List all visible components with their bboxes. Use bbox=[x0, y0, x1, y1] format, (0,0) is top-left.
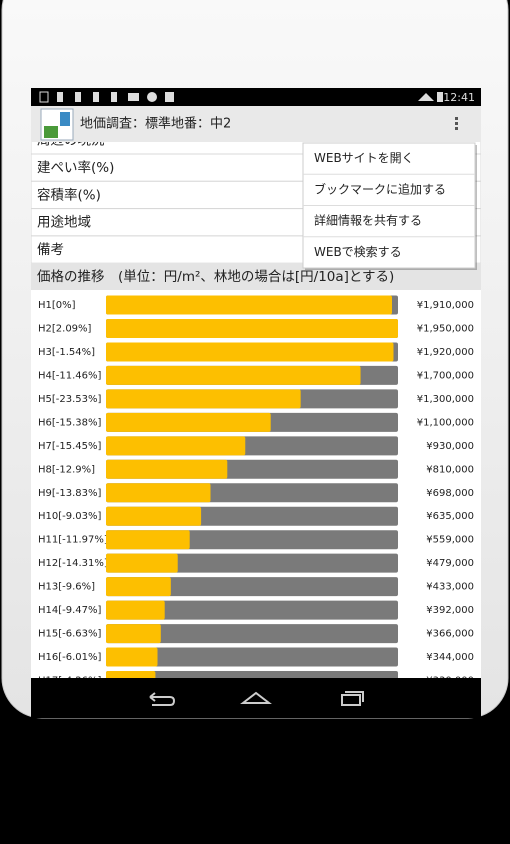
bar-track bbox=[106, 671, 398, 678]
value-label: ¥433,000 bbox=[426, 582, 474, 593]
bar bbox=[106, 671, 156, 678]
row-label: H14[-9.47%] bbox=[38, 605, 102, 616]
bar bbox=[106, 530, 190, 550]
action-bar bbox=[31, 106, 481, 142]
list-row-label: 容積率(%) bbox=[37, 186, 101, 203]
value-label: ¥366,000 bbox=[426, 629, 474, 640]
bar-track bbox=[106, 553, 398, 573]
row-label: H16[-6.01%] bbox=[38, 652, 102, 663]
value-label: ¥1,700,000 bbox=[417, 370, 474, 381]
row-label: H8[-12.9%] bbox=[38, 464, 95, 475]
row-label: H12[-14.31%] bbox=[38, 558, 108, 569]
bar bbox=[106, 600, 165, 620]
bar bbox=[106, 577, 171, 597]
row-label: H10[-9.03%] bbox=[38, 511, 102, 522]
list-row-label: 建ぺい率(%) bbox=[37, 159, 114, 176]
value-label: ¥1,100,000 bbox=[417, 417, 474, 428]
value-label: ¥479,000 bbox=[426, 558, 474, 569]
value-label: ¥635,000 bbox=[426, 511, 474, 522]
nav-bar bbox=[31, 678, 481, 718]
row-label: H2[2.09%] bbox=[38, 323, 92, 334]
bar-track bbox=[106, 577, 398, 597]
bar bbox=[106, 647, 158, 667]
list-row-label: 備考 bbox=[37, 242, 64, 258]
menu-item[interactable]: 詳細情報を共有する bbox=[314, 213, 422, 228]
home-button[interactable] bbox=[240, 691, 272, 704]
status-icons bbox=[39, 91, 443, 103]
value-label: ¥1,920,000 bbox=[417, 347, 474, 358]
value-label: ¥1,300,000 bbox=[417, 394, 474, 405]
overflow-menu-button[interactable] bbox=[455, 117, 458, 130]
value-label: ¥392,000 bbox=[426, 605, 474, 616]
bar bbox=[106, 318, 398, 338]
value-label: ¥559,000 bbox=[426, 535, 474, 546]
bar bbox=[106, 295, 393, 315]
value-label: ¥810,000 bbox=[426, 464, 474, 475]
clock: 12:41 bbox=[443, 91, 475, 104]
bar-track bbox=[106, 647, 398, 667]
back-button[interactable] bbox=[149, 692, 176, 706]
value-label: ¥330,000 bbox=[426, 676, 474, 687]
bar bbox=[106, 412, 271, 432]
menu-item[interactable]: WEBサイトを開く bbox=[314, 151, 414, 165]
section-header: 価格の推移 (単位：円/m²、林地の場合は[円/10a]とする) bbox=[37, 269, 394, 285]
bar bbox=[106, 365, 361, 385]
status-bar bbox=[31, 88, 481, 106]
menu-item[interactable]: ブックマークに追加する bbox=[314, 181, 446, 196]
row-label: H17[-4.26%] bbox=[38, 676, 102, 687]
bar bbox=[106, 342, 394, 362]
price-chart: H1[0%] ¥1,910,000 H2[2.09%] ¥1,950,000 H3[-1… bbox=[38, 295, 474, 687]
app-title: 地価調査：標準地番：中2 bbox=[80, 116, 231, 132]
row-label: H9[-13.83%] bbox=[38, 488, 102, 499]
list-row-label: 用途地域 bbox=[37, 214, 91, 231]
bar bbox=[106, 483, 211, 503]
row-label: H1[0%] bbox=[38, 300, 76, 311]
row-label: H15[-6.63%] bbox=[38, 629, 102, 640]
value-label: ¥698,000 bbox=[426, 488, 474, 499]
value-label: ¥1,910,000 bbox=[417, 300, 474, 311]
list-row-label: 周辺の現況 bbox=[37, 133, 105, 149]
menu-item[interactable]: WEBで検索する bbox=[314, 245, 402, 259]
value-label: ¥344,000 bbox=[426, 652, 474, 663]
app-icon[interactable] bbox=[40, 108, 74, 141]
row-label: H11[-11.97%] bbox=[38, 535, 108, 546]
bar bbox=[106, 506, 202, 526]
value-label: ¥930,000 bbox=[426, 441, 474, 452]
row-label: H4[-11.46%] bbox=[38, 370, 102, 381]
row-label: H6[-15.38%] bbox=[38, 417, 102, 428]
bar-track bbox=[106, 624, 398, 644]
recents-button[interactable] bbox=[341, 691, 364, 706]
bar bbox=[106, 459, 228, 479]
bar bbox=[106, 436, 246, 456]
row-label: H7[-15.45%] bbox=[38, 441, 102, 452]
value-label: ¥1,950,000 bbox=[417, 323, 474, 334]
bar bbox=[106, 624, 161, 644]
row-label: H5[-23.53%] bbox=[38, 394, 102, 405]
row-label: H3[-1.54%] bbox=[38, 347, 95, 358]
bar bbox=[106, 553, 178, 573]
bar bbox=[106, 389, 301, 409]
bar-track bbox=[106, 600, 398, 620]
row-label: H13[-9.6%] bbox=[38, 582, 95, 593]
